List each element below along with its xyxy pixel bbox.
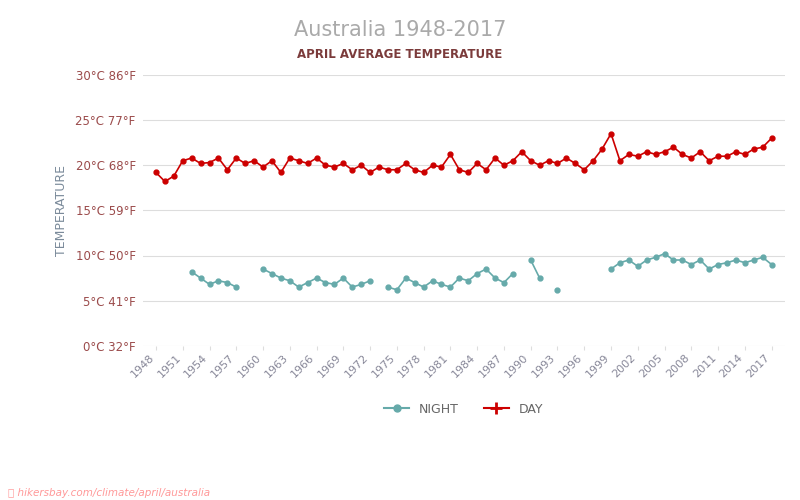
Text: APRIL AVERAGE TEMPERATURE: APRIL AVERAGE TEMPERATURE bbox=[298, 48, 502, 60]
Text: Australia 1948-2017: Australia 1948-2017 bbox=[294, 20, 506, 40]
Y-axis label: TEMPERATURE: TEMPERATURE bbox=[55, 165, 68, 256]
Legend: NIGHT, DAY: NIGHT, DAY bbox=[379, 398, 549, 420]
Text: ⌕ hikersbay.com/climate/april/australia: ⌕ hikersbay.com/climate/april/australia bbox=[8, 488, 210, 498]
